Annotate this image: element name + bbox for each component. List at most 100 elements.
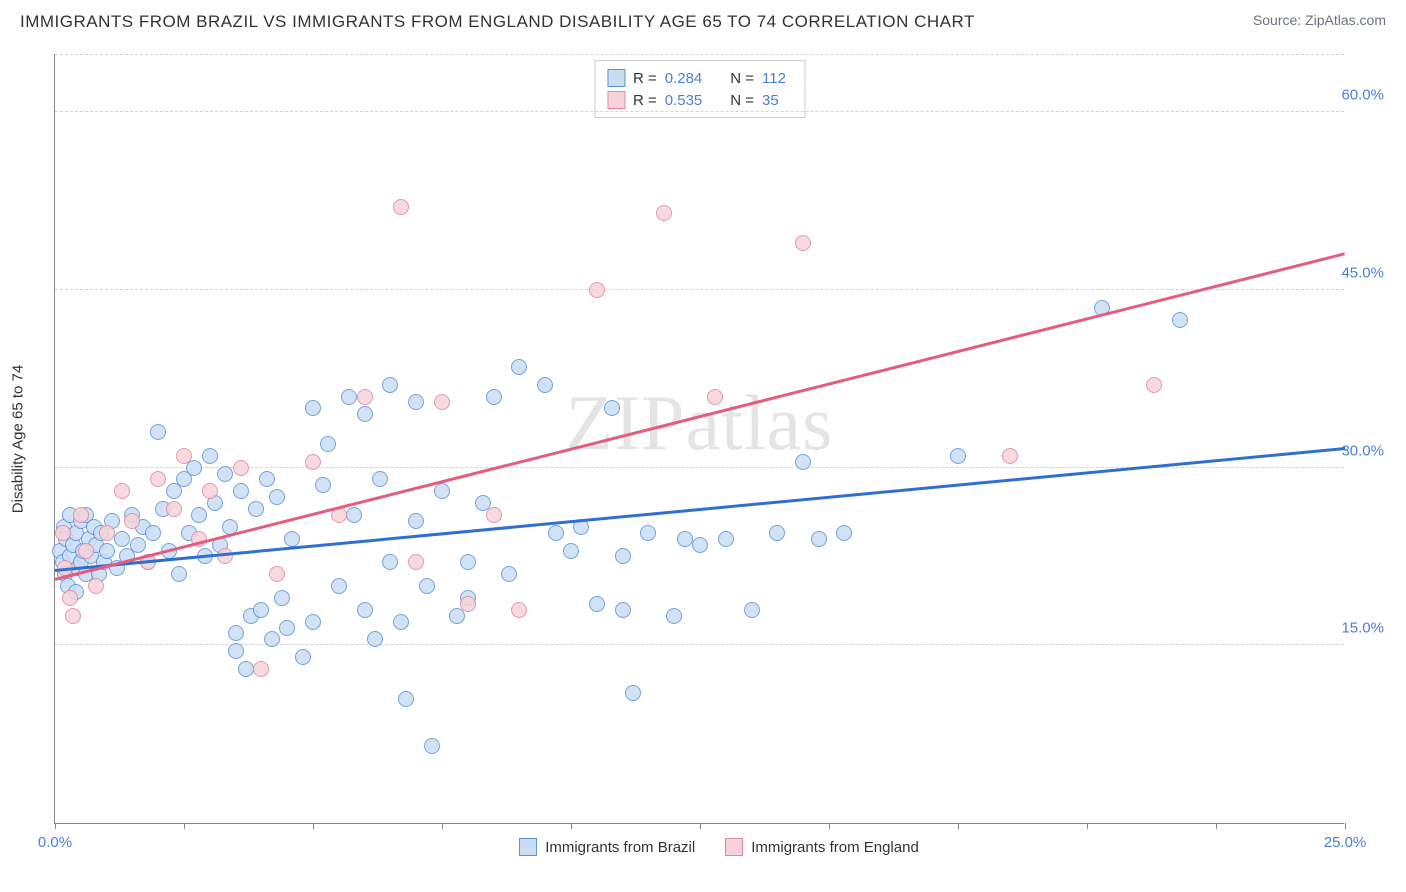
legend-label: Immigrants from Brazil bbox=[545, 839, 695, 856]
scatter-point-brazil bbox=[408, 394, 424, 410]
gridline bbox=[55, 54, 1344, 55]
trend-line-england bbox=[55, 252, 1346, 580]
scatter-point-brazil bbox=[604, 400, 620, 416]
scatter-point-brazil bbox=[836, 525, 852, 541]
scatter-point-brazil bbox=[259, 471, 275, 487]
scatter-point-brazil bbox=[346, 507, 362, 523]
legend-item-england: Immigrants from England bbox=[725, 838, 919, 856]
scatter-point-brazil bbox=[511, 359, 527, 375]
scatter-point-brazil bbox=[305, 400, 321, 416]
x-tick bbox=[1216, 823, 1217, 829]
scatter-point-brazil bbox=[615, 548, 631, 564]
scatter-point-england bbox=[511, 602, 527, 618]
r-value: 0.284 bbox=[665, 70, 703, 87]
n-label: N = bbox=[730, 70, 754, 87]
scatter-point-england bbox=[233, 460, 249, 476]
scatter-point-brazil bbox=[279, 620, 295, 636]
scatter-point-england bbox=[393, 199, 409, 215]
scatter-point-brazil bbox=[191, 507, 207, 523]
series-legend: Immigrants from Brazil Immigrants from En… bbox=[54, 838, 1384, 856]
legend-item-brazil: Immigrants from Brazil bbox=[519, 838, 695, 856]
r-label: R = bbox=[633, 92, 657, 109]
n-value: 35 bbox=[762, 92, 792, 109]
scatter-point-england bbox=[114, 483, 130, 499]
scatter-point-england bbox=[1146, 377, 1162, 393]
scatter-point-brazil bbox=[331, 578, 347, 594]
y-tick-label: 15.0% bbox=[1341, 620, 1384, 637]
source-attribution: Source: ZipAtlas.com bbox=[1253, 12, 1386, 28]
n-value: 112 bbox=[762, 70, 792, 87]
y-tick-label: 45.0% bbox=[1341, 264, 1384, 281]
scatter-point-england bbox=[62, 590, 78, 606]
scatter-point-england bbox=[65, 608, 81, 624]
scatter-point-brazil bbox=[145, 525, 161, 541]
scatter-point-brazil bbox=[419, 578, 435, 594]
scatter-point-england bbox=[269, 566, 285, 582]
scatter-point-england bbox=[253, 661, 269, 677]
gridline bbox=[55, 289, 1344, 290]
legend-row-england: R =0.535N =35 bbox=[607, 89, 792, 111]
scatter-point-brazil bbox=[615, 602, 631, 618]
scatter-point-brazil bbox=[501, 566, 517, 582]
scatter-point-brazil bbox=[130, 537, 146, 553]
scatter-point-brazil bbox=[357, 406, 373, 422]
scatter-point-england bbox=[707, 389, 723, 405]
scatter-point-brazil bbox=[382, 554, 398, 570]
x-tick bbox=[700, 823, 701, 829]
scatter-point-brazil bbox=[718, 531, 734, 547]
scatter-point-brazil bbox=[677, 531, 693, 547]
plot-area: ZIPatlas R =0.284N =112R =0.535N =35 15.… bbox=[54, 54, 1344, 824]
r-value: 0.535 bbox=[665, 92, 703, 109]
scatter-point-england bbox=[176, 448, 192, 464]
scatter-point-brazil bbox=[202, 448, 218, 464]
scatter-point-brazil bbox=[114, 531, 130, 547]
scatter-point-brazil bbox=[769, 525, 785, 541]
scatter-point-england bbox=[357, 389, 373, 405]
scatter-point-england bbox=[73, 507, 89, 523]
scatter-point-england bbox=[1002, 448, 1018, 464]
scatter-point-brazil bbox=[589, 596, 605, 612]
scatter-point-england bbox=[78, 543, 94, 559]
scatter-point-england bbox=[589, 282, 605, 298]
scatter-point-england bbox=[166, 501, 182, 517]
scatter-point-brazil bbox=[434, 483, 450, 499]
source-link[interactable]: ZipAtlas.com bbox=[1305, 12, 1386, 28]
x-tick bbox=[313, 823, 314, 829]
scatter-point-england bbox=[217, 548, 233, 564]
x-tick bbox=[829, 823, 830, 829]
scatter-point-brazil bbox=[99, 543, 115, 559]
scatter-point-brazil bbox=[460, 554, 476, 570]
scatter-point-brazil bbox=[305, 614, 321, 630]
scatter-point-brazil bbox=[393, 614, 409, 630]
chart-header: IMMIGRANTS FROM BRAZIL VS IMMIGRANTS FRO… bbox=[0, 0, 1406, 40]
x-tick bbox=[571, 823, 572, 829]
scatter-point-brazil bbox=[315, 477, 331, 493]
scatter-point-england bbox=[99, 525, 115, 541]
scatter-point-england bbox=[460, 596, 476, 612]
correlation-legend: R =0.284N =112R =0.535N =35 bbox=[594, 60, 805, 118]
r-label: R = bbox=[633, 70, 657, 87]
scatter-point-brazil bbox=[744, 602, 760, 618]
scatter-point-brazil bbox=[274, 590, 290, 606]
scatter-point-brazil bbox=[238, 661, 254, 677]
x-tick bbox=[442, 823, 443, 829]
y-tick-label: 60.0% bbox=[1341, 87, 1384, 104]
scatter-point-brazil bbox=[398, 691, 414, 707]
legend-swatch bbox=[519, 838, 537, 856]
scatter-point-england bbox=[305, 454, 321, 470]
scatter-point-england bbox=[124, 513, 140, 529]
scatter-point-brazil bbox=[228, 625, 244, 641]
scatter-point-brazil bbox=[217, 466, 233, 482]
scatter-point-brazil bbox=[563, 543, 579, 559]
scatter-point-brazil bbox=[424, 738, 440, 754]
scatter-point-england bbox=[88, 578, 104, 594]
scatter-point-england bbox=[795, 235, 811, 251]
scatter-point-brazil bbox=[692, 537, 708, 553]
legend-row-brazil: R = 0.284 N = 112 bbox=[607, 67, 792, 89]
scatter-point-brazil bbox=[486, 389, 502, 405]
scatter-point-brazil bbox=[320, 436, 336, 452]
scatter-point-brazil bbox=[1172, 312, 1188, 328]
gridline bbox=[55, 644, 1344, 645]
scatter-point-brazil bbox=[548, 525, 564, 541]
scatter-point-brazil bbox=[233, 483, 249, 499]
